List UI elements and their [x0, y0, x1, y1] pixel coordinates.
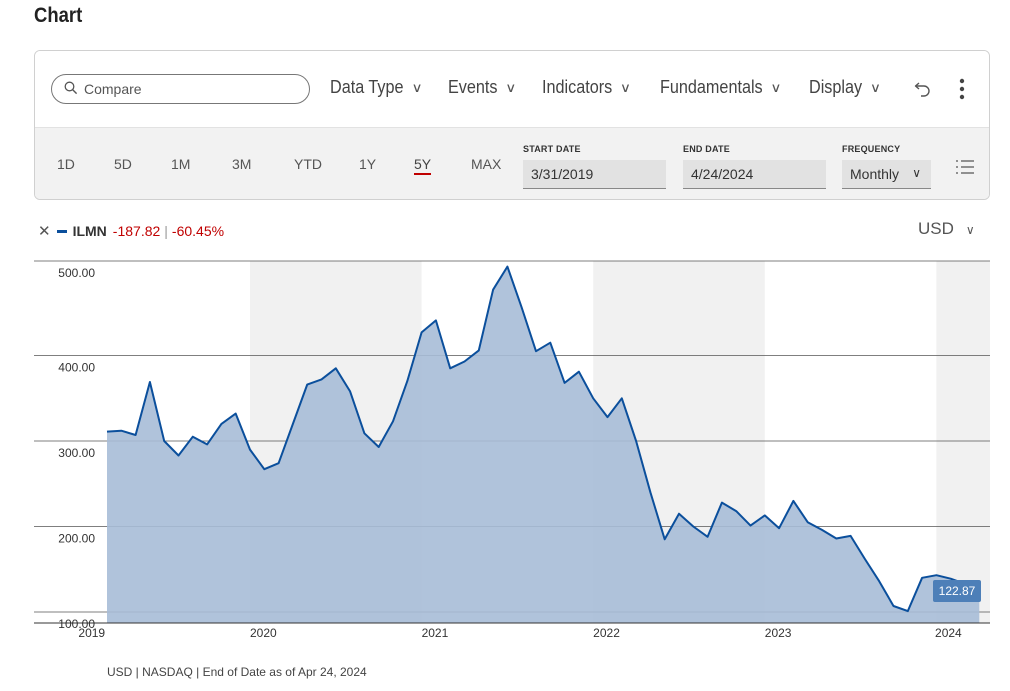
list-view-icon[interactable] — [955, 159, 975, 180]
range-5d[interactable]: 5D — [114, 156, 132, 172]
end-date-label: END DATE — [683, 144, 730, 154]
series-change: -187.82 — [112, 223, 161, 239]
x-tick-label: 2021 — [422, 626, 449, 640]
series-swatch — [56, 229, 67, 233]
range-5y[interactable]: 5Y — [414, 156, 432, 175]
y-tick-label: 300.00 — [58, 446, 95, 460]
series-change-percent: -60.45% — [171, 223, 225, 239]
frequency-select[interactable]: Monthly ∨ — [842, 160, 931, 189]
compare-search[interactable] — [51, 74, 310, 104]
chart-legend: ✕ ILMN -187.82 | -60.45% — [38, 222, 224, 240]
page-title: Chart — [34, 4, 83, 27]
range-1y[interactable]: 1Y — [359, 156, 377, 172]
chevron-down-icon: ∨ — [505, 79, 517, 95]
year-band-2024 — [936, 261, 990, 623]
range-1d[interactable]: 1D — [57, 156, 75, 172]
more-options-icon[interactable] — [955, 77, 969, 106]
menu-data-type[interactable]: Data Type ∨ — [330, 77, 423, 98]
range-bar: 1D 5D 1M 3M YTD 1Y 5Y MAX START DATE 3/3… — [35, 127, 989, 199]
chevron-down-icon: ∨ — [912, 166, 921, 180]
series-area — [107, 266, 980, 623]
chart-controls-panel: Data Type ∨ Events ∨ Indicators ∨ Fundament… — [34, 50, 990, 200]
undo-icon[interactable] — [913, 78, 933, 103]
x-tick-label: 2023 — [765, 626, 792, 640]
start-date-value: 3/31/2019 — [531, 166, 594, 182]
range-ytd[interactable]: YTD — [294, 156, 322, 172]
y-tick-label: 500.00 — [58, 266, 95, 280]
menu-events-label: Events — [448, 77, 498, 97]
menu-display[interactable]: Display ∨ — [809, 77, 881, 98]
x-tick-label: 2024 — [935, 626, 962, 640]
chart-footnote: USD | NASDAQ | End of Date as of Apr 24,… — [107, 665, 367, 679]
search-icon — [64, 81, 78, 100]
start-date-field[interactable]: 3/31/2019 — [523, 160, 666, 189]
end-date-field[interactable]: 4/24/2024 — [683, 160, 826, 189]
legend-separator: | — [164, 223, 168, 239]
series-line — [106, 265, 980, 613]
range-3m[interactable]: 3M — [232, 156, 252, 172]
currency-select[interactable]: USD ∨ — [918, 219, 975, 239]
end-date-value: 4/24/2024 — [691, 166, 754, 182]
price-chart: 100.00 200.00 300.00 400.00 500.00 2019 2020 2… — [34, 260, 990, 640]
chevron-down-icon: ∨ — [965, 223, 975, 237]
series-symbol: ILMN — [72, 223, 107, 239]
y-tick-label: 200.00 — [58, 532, 95, 546]
menu-indicators-label: Indicators — [542, 77, 613, 97]
menu-fundamentals-label: Fundamentals — [660, 77, 763, 97]
menu-events[interactable]: Events ∨ — [448, 77, 517, 98]
x-tick-label: 2020 — [250, 626, 277, 640]
start-date-label: START DATE — [523, 144, 581, 154]
range-1m[interactable]: 1M — [171, 156, 191, 172]
y-tick-label: 100.00 — [58, 617, 95, 631]
compare-input[interactable] — [84, 79, 294, 99]
chevron-down-icon: ∨ — [770, 79, 782, 95]
last-value-badge — [933, 580, 981, 602]
remove-series-icon[interactable]: ✕ — [38, 223, 51, 240]
x-tick-label: 2022 — [593, 626, 620, 640]
range-max[interactable]: MAX — [471, 156, 502, 172]
chevron-down-icon: ∨ — [411, 79, 423, 95]
y-tick-label: 400.00 — [58, 361, 95, 375]
last-value-label: 122.87 — [939, 584, 976, 598]
chevron-down-icon: ∨ — [869, 79, 881, 95]
x-tick-label: 2019 — [78, 626, 105, 640]
currency-value: USD — [918, 219, 954, 238]
menu-data-type-label: Data Type — [330, 77, 404, 97]
frequency-value: Monthly — [850, 166, 900, 182]
menu-indicators[interactable]: Indicators ∨ — [542, 77, 632, 98]
chevron-down-icon: ∨ — [619, 79, 632, 95]
frequency-label: FREQUENCY — [842, 144, 901, 154]
menu-display-label: Display — [809, 77, 863, 97]
menu-fundamentals[interactable]: Fundamentals ∨ — [660, 77, 782, 98]
chart-toolbar: Data Type ∨ Events ∨ Indicators ∨ Fundament… — [35, 51, 989, 127]
